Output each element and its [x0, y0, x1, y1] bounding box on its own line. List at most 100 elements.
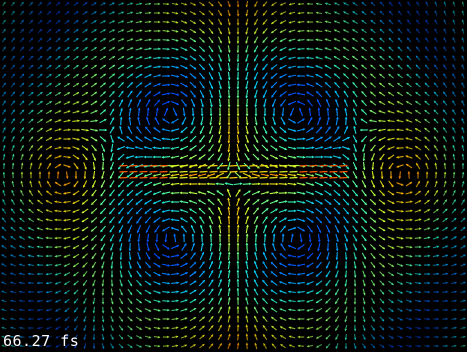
field-arrowhead: [176, 102, 179, 106]
center-arrow: [289, 164, 298, 167]
field-arrowhead: [369, 129, 372, 132]
center-arrow: [169, 170, 178, 173]
field-arrowhead: [158, 20, 161, 24]
field-arrowhead: [400, 236, 404, 240]
field-arrowhead: [362, 310, 366, 314]
field-arrowhead: [1, 254, 5, 257]
center-arrow: [119, 176, 128, 179]
field-arrowhead: [202, 316, 205, 320]
field-arrowhead: [217, 149, 221, 152]
field-arrowhead: [120, 301, 123, 304]
field-arrowhead: [266, 174, 270, 177]
field-arrowhead: [315, 74, 319, 77]
field-arrowhead: [361, 29, 365, 32]
field-arrowhead: [245, 59, 248, 62]
field-arrowhead: [152, 146, 156, 150]
field-arrowhead: [171, 120, 174, 124]
field-arrowhead: [436, 326, 439, 330]
field-arrowhead: [202, 325, 205, 329]
field-arrowhead: [57, 11, 60, 14]
field-arrowhead: [28, 299, 31, 303]
field-arrowhead: [453, 227, 457, 230]
field-arrowhead: [310, 229, 313, 233]
field-arrowhead: [353, 293, 357, 296]
field-arrowhead: [111, 310, 114, 314]
field-arrowhead: [461, 1, 465, 5]
field-arrowhead: [191, 233, 195, 236]
center-arrow: [279, 164, 288, 167]
field-arrowhead: [119, 239, 122, 242]
field-arrowhead: [39, 145, 43, 149]
field-arrowhead: [30, 100, 34, 104]
field-arrowhead: [39, 154, 42, 157]
field-arrowhead: [153, 210, 156, 214]
field-arrowhead: [170, 191, 174, 195]
field-arrowhead: [312, 155, 315, 159]
field-arrowhead: [410, 236, 413, 240]
field-arrowhead: [297, 308, 300, 312]
field-arrowhead: [21, 29, 24, 32]
field-arrowhead: [453, 218, 457, 221]
field-arrowhead: [149, 38, 152, 42]
field-arrowhead: [152, 174, 156, 177]
field-arrowhead: [336, 116, 339, 120]
field-arrowhead: [85, 147, 89, 151]
field-arrowhead: [224, 182, 228, 185]
field-arrowhead: [397, 73, 401, 77]
field-arrowhead: [112, 91, 115, 94]
field-arrowhead: [337, 193, 341, 196]
field-arrowhead: [93, 11, 97, 14]
field-arrowhead: [219, 22, 222, 25]
field-arrowhead: [320, 192, 323, 196]
field-arrowhead: [425, 19, 428, 23]
field-arrowhead: [167, 92, 171, 95]
field-arrowhead: [445, 263, 448, 267]
field-arrowhead: [127, 202, 130, 205]
field-arrowhead: [461, 100, 464, 103]
field-arrowhead: [372, 256, 376, 259]
field-arrow: [452, 1, 456, 7]
field-arrowhead: [185, 84, 188, 88]
field-arrowhead: [66, 56, 70, 59]
field-arrowhead: [463, 281, 466, 285]
field-arrowhead: [454, 344, 457, 348]
field-arrowhead: [48, 47, 52, 50]
field-arrow: [46, 10, 52, 16]
field-arrowhead: [193, 317, 196, 320]
field-arrowhead: [110, 301, 114, 305]
field-arrowhead: [299, 239, 303, 243]
field-arrowhead: [228, 343, 231, 346]
field-arrowhead: [57, 38, 61, 41]
field-arrowhead: [176, 317, 179, 321]
field-arrowhead: [246, 140, 249, 143]
field-arrow: [415, 326, 421, 330]
field-arrowhead: [110, 293, 114, 296]
field-arrowhead: [343, 56, 346, 59]
field-arrowhead: [316, 265, 319, 268]
field-arrowhead: [180, 138, 183, 142]
center-arrow: [329, 176, 338, 179]
field-arrowhead: [120, 345, 124, 349]
field-arrowhead: [328, 136, 332, 139]
field-arrowhead: [100, 211, 103, 214]
field-arrowhead: [46, 326, 49, 330]
field-arrowhead: [311, 192, 314, 195]
field-arrowhead: [387, 110, 391, 113]
field-arrowhead: [378, 110, 382, 113]
field-arrowhead: [21, 100, 25, 104]
field-arrowhead: [433, 100, 437, 104]
field-arrowhead: [245, 122, 249, 126]
field-arrowhead: [158, 74, 161, 77]
field-arrowhead: [237, 198, 240, 201]
field-arrowhead: [302, 128, 306, 131]
field-arrowhead: [245, 315, 249, 318]
field-arrowhead: [328, 211, 331, 214]
field-arrowhead: [452, 162, 456, 166]
field-arrowhead: [401, 218, 404, 222]
field-arrowhead: [381, 327, 385, 330]
field-arrowhead: [418, 218, 422, 222]
field-arrowhead: [288, 335, 292, 339]
field-arrowhead: [55, 327, 59, 330]
field-arrowhead: [94, 91, 97, 95]
field-arrowhead: [343, 64, 346, 68]
